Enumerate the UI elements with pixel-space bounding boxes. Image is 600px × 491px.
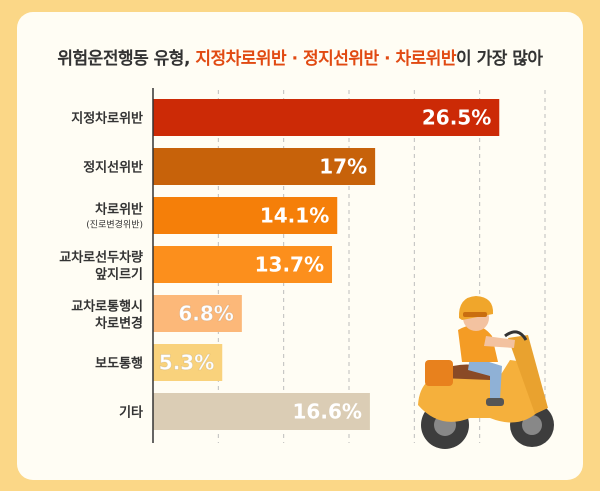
bar: [153, 197, 338, 234]
category-label: 교차로선두차량 앞지르기: [59, 250, 143, 283]
bar: [153, 344, 223, 381]
category-label: 교차로통행시 차로변경: [71, 299, 143, 332]
bar: [153, 295, 242, 332]
bars: [153, 99, 500, 430]
value-label: 5.3%: [159, 351, 214, 375]
category-label: 정지선위반: [83, 160, 143, 176]
category-label: 보도통행: [95, 356, 143, 372]
bar: [153, 148, 376, 185]
value-label: 6.8%: [178, 302, 233, 326]
category-label: 차로위반 (진로변경위반): [86, 202, 143, 231]
category-label: 기타: [119, 405, 143, 421]
bar: [153, 393, 370, 430]
value-labels: 26.5% 17% 14.1% 13.7% 6.8% 5.3% 16.6%: [158, 106, 491, 424]
category-label: 지정차로위반: [71, 111, 143, 127]
value-label: 17%: [319, 155, 367, 179]
chart-title: 위험운전행동 유형, 지정차로위반 · 정지선위반 · 차로위반이 가장 많아: [17, 44, 583, 69]
value-label: 13.7%: [255, 253, 324, 277]
value-label: 16.6%: [293, 400, 362, 424]
value-label: 26.5%: [422, 106, 491, 130]
title-highlight: 지정차로위반 · 정지선위반 · 차로위반: [195, 49, 457, 69]
title-suffix: 이 가장 많아: [456, 49, 543, 69]
bar: [153, 99, 500, 136]
title-prefix: 위험운전행동 유형,: [57, 49, 196, 69]
bar: [153, 246, 333, 283]
value-label: 14.1%: [260, 204, 329, 228]
